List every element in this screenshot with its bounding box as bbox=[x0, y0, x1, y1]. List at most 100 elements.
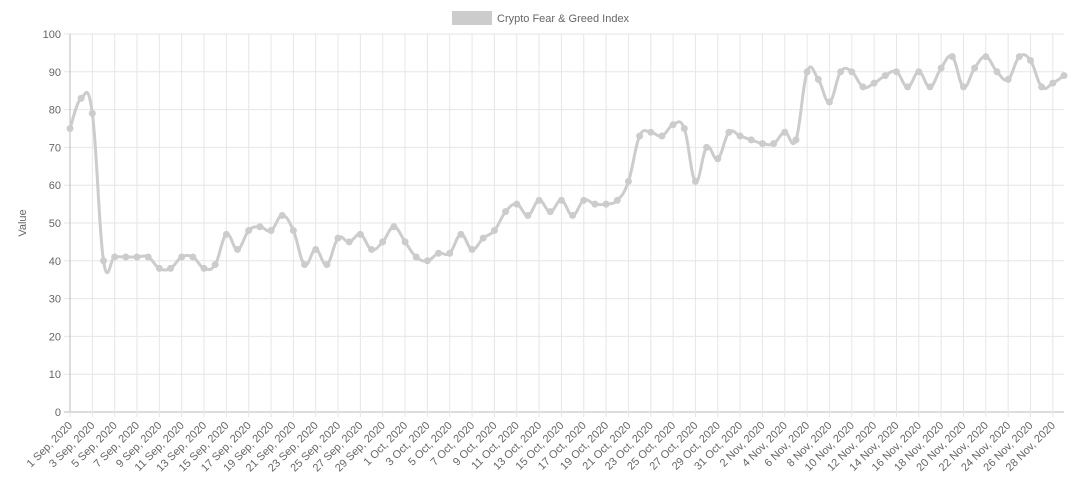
data-point[interactable] bbox=[680, 125, 688, 132]
data-point[interactable] bbox=[446, 249, 454, 257]
data-point[interactable] bbox=[144, 253, 152, 261]
data-point[interactable] bbox=[301, 261, 309, 269]
data-point[interactable] bbox=[479, 234, 487, 242]
data-point[interactable] bbox=[423, 257, 431, 265]
data-point[interactable] bbox=[1038, 83, 1046, 91]
data-point[interactable] bbox=[758, 140, 766, 148]
data-point[interactable] bbox=[234, 245, 242, 253]
data-point[interactable] bbox=[915, 68, 923, 76]
data-point[interactable] bbox=[1015, 53, 1023, 61]
data-point[interactable] bbox=[535, 196, 543, 204]
data-point[interactable] bbox=[613, 196, 621, 204]
legend-swatch[interactable] bbox=[452, 11, 492, 25]
data-point[interactable] bbox=[167, 264, 175, 272]
data-point[interactable] bbox=[814, 75, 822, 83]
data-point[interactable] bbox=[133, 253, 141, 261]
data-point[interactable] bbox=[513, 200, 521, 208]
data-point[interactable] bbox=[971, 64, 979, 72]
data-point[interactable] bbox=[569, 211, 577, 219]
data-point[interactable] bbox=[245, 227, 253, 235]
data-point[interactable] bbox=[88, 109, 96, 117]
data-point[interactable] bbox=[345, 238, 353, 246]
data-point[interactable] bbox=[256, 223, 264, 231]
data-point[interactable] bbox=[468, 245, 476, 253]
chart-legend[interactable]: Crypto Fear & Greed Index bbox=[452, 11, 630, 25]
data-point[interactable] bbox=[736, 132, 744, 140]
data-point[interactable] bbox=[937, 64, 945, 72]
data-point[interactable] bbox=[122, 253, 130, 261]
chart-grid bbox=[64, 33, 1064, 417]
data-point[interactable] bbox=[100, 257, 108, 265]
data-point[interactable] bbox=[691, 177, 699, 185]
data-point[interactable] bbox=[904, 83, 912, 91]
data-point[interactable] bbox=[1049, 79, 1057, 87]
y-tick-label: 80 bbox=[49, 105, 61, 117]
y-tick-label: 40 bbox=[49, 256, 61, 268]
data-point[interactable] bbox=[267, 227, 275, 235]
data-point[interactable] bbox=[435, 249, 443, 257]
data-point[interactable] bbox=[636, 132, 644, 140]
data-point[interactable] bbox=[278, 211, 286, 219]
data-point[interactable] bbox=[200, 264, 208, 272]
data-point[interactable] bbox=[222, 230, 230, 238]
data-point[interactable] bbox=[178, 253, 186, 261]
data-point[interactable] bbox=[524, 211, 532, 219]
data-point[interactable] bbox=[189, 253, 197, 261]
data-point[interactable] bbox=[982, 53, 990, 61]
data-point[interactable] bbox=[948, 53, 956, 61]
data-point[interactable] bbox=[334, 234, 342, 242]
data-point[interactable] bbox=[502, 208, 510, 216]
data-point[interactable] bbox=[703, 143, 711, 151]
legend-label[interactable]: Crypto Fear & Greed Index bbox=[497, 13, 630, 25]
data-point[interactable] bbox=[356, 230, 364, 238]
y-axis-label: Value bbox=[17, 209, 29, 236]
data-point[interactable] bbox=[747, 136, 755, 144]
data-point[interactable] bbox=[892, 68, 900, 76]
data-point[interactable] bbox=[490, 227, 498, 235]
data-point[interactable] bbox=[993, 68, 1001, 76]
data-point[interactable] bbox=[580, 196, 588, 204]
data-point[interactable] bbox=[1026, 56, 1034, 64]
data-point[interactable] bbox=[714, 155, 722, 163]
data-point[interactable] bbox=[111, 253, 119, 261]
data-point[interactable] bbox=[825, 98, 833, 106]
data-point[interactable] bbox=[289, 227, 297, 235]
data-point[interactable] bbox=[1004, 75, 1012, 83]
data-point[interactable] bbox=[1060, 72, 1068, 80]
data-point[interactable] bbox=[546, 208, 554, 216]
data-point[interactable] bbox=[155, 264, 163, 272]
data-point[interactable] bbox=[390, 223, 398, 231]
data-point[interactable] bbox=[602, 200, 610, 208]
data-point[interactable] bbox=[323, 261, 331, 269]
data-point[interactable] bbox=[412, 253, 420, 261]
data-point[interactable] bbox=[803, 68, 811, 76]
data-point[interactable] bbox=[379, 238, 387, 246]
data-point[interactable] bbox=[781, 128, 789, 136]
data-point[interactable] bbox=[859, 83, 867, 91]
data-point[interactable] bbox=[647, 128, 655, 136]
data-point[interactable] bbox=[926, 83, 934, 91]
data-point[interactable] bbox=[725, 128, 733, 136]
data-point[interactable] bbox=[881, 72, 889, 80]
y-axis-ticks: 0 10 20 30 40 50 60 70 80 90 100 bbox=[43, 29, 61, 419]
data-point[interactable] bbox=[770, 140, 778, 148]
data-point[interactable] bbox=[457, 230, 465, 238]
data-point[interactable] bbox=[77, 94, 85, 102]
data-point[interactable] bbox=[848, 68, 856, 76]
data-point[interactable] bbox=[959, 83, 967, 91]
data-point[interactable] bbox=[312, 245, 320, 253]
data-point[interactable] bbox=[368, 245, 376, 253]
data-point[interactable] bbox=[624, 177, 632, 185]
data-point[interactable] bbox=[658, 132, 666, 140]
data-point[interactable] bbox=[669, 121, 677, 129]
data-point[interactable] bbox=[557, 196, 565, 204]
data-point[interactable] bbox=[211, 261, 219, 269]
data-point[interactable] bbox=[837, 68, 845, 76]
data-point[interactable] bbox=[792, 136, 800, 144]
data-point[interactable] bbox=[401, 238, 409, 246]
data-point[interactable] bbox=[66, 125, 74, 132]
data-point[interactable] bbox=[591, 200, 599, 208]
data-point[interactable] bbox=[870, 79, 878, 87]
